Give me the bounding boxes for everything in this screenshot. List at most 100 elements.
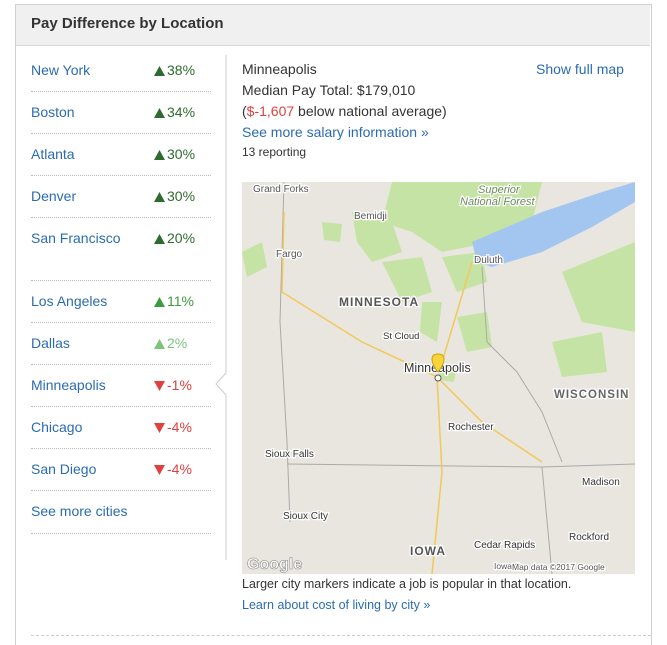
panel-title: Pay Difference by Location [31, 15, 224, 32]
change-value: -1% [167, 377, 192, 393]
map-label: Rochester [448, 422, 494, 433]
city-name[interactable]: New York [31, 62, 91, 78]
map-label: St Cloud [383, 331, 419, 342]
city-change: 11% [154, 291, 194, 312]
bottom-rule [31, 635, 651, 636]
map-label: National Forest [460, 196, 536, 208]
arrow [154, 423, 165, 433]
change-value: 11% [167, 293, 194, 309]
city-name[interactable]: Chicago [31, 419, 83, 435]
arrow [154, 108, 165, 118]
arrow [154, 66, 165, 76]
change-value: 20% [167, 230, 196, 246]
map-label: WISCONSIN [554, 389, 629, 401]
salary-link[interactable]: See more salary information » [242, 124, 429, 140]
city-change: -4% [154, 417, 192, 438]
change-arrow [154, 234, 165, 244]
city-change: 2% [154, 333, 187, 354]
location-pin [431, 353, 445, 373]
change-arrow [154, 423, 165, 433]
panel-header [16, 5, 650, 46]
city-name[interactable]: Atlanta [31, 146, 75, 162]
separator [31, 91, 211, 92]
change-value: 34% [167, 104, 196, 120]
city-change: 20% [154, 228, 195, 249]
detail-city: Minneapolis [242, 61, 317, 77]
map-label: MINNESOTA [339, 295, 419, 309]
arrow [154, 339, 165, 349]
map-label: Cedar Rapids [474, 540, 535, 551]
separator [31, 490, 211, 491]
divider-line [215, 55, 227, 560]
city-name[interactable]: San Francisco [31, 230, 121, 246]
arrow [154, 297, 165, 307]
footer-note: Larger city markers indicate a job is po… [242, 577, 572, 591]
footer-link[interactable]: Learn about cost of living by city » [242, 598, 431, 612]
see-more-link[interactable]: See more cities [31, 503, 128, 519]
change-value: 30% [167, 146, 196, 162]
separator [31, 533, 211, 534]
text: ( [242, 103, 247, 119]
city-name[interactable]: Los Angeles [31, 293, 108, 309]
city-change: 30% [154, 144, 195, 165]
map-logo: Google [247, 556, 302, 573]
change-arrow [154, 150, 165, 160]
separator [31, 133, 211, 134]
city-change: 34% [154, 102, 195, 123]
city-name[interactable]: San Diego [31, 461, 97, 477]
divider [215, 55, 227, 560]
city-dot [434, 374, 442, 382]
map-label: Bemidji [354, 211, 387, 222]
change-arrow [154, 465, 165, 475]
separator [31, 364, 211, 365]
change-value: 30% [167, 188, 196, 204]
lake [472, 182, 635, 267]
city-name[interactable]: Dallas [31, 335, 70, 351]
detail-difference: ($-1,607 below national average) [242, 103, 447, 119]
roads [281, 211, 543, 574]
city-change: -4% [154, 459, 192, 480]
detail-median: Median Pay Total: $179,010 [242, 82, 416, 98]
change-arrow [154, 192, 165, 202]
arrow [154, 465, 165, 475]
city-name[interactable]: Boston [31, 104, 75, 120]
city-change: 38% [154, 60, 195, 81]
panel-border [15, 4, 652, 645]
separator [31, 406, 211, 407]
separator [31, 217, 211, 218]
change-arrow [154, 339, 165, 349]
change-value: -4% [167, 461, 192, 477]
change-value: -4% [167, 419, 192, 435]
arrow [154, 234, 165, 244]
change-arrow [154, 381, 165, 391]
forest [242, 182, 635, 382]
map-label: IOWA [410, 544, 446, 558]
map-label: Sioux City [283, 511, 328, 522]
show-map-link[interactable]: Show full map [536, 61, 624, 77]
change-arrow [154, 66, 165, 76]
map-label: Rockford [569, 532, 609, 543]
map-label: Iowa C [494, 561, 520, 571]
city-change: 30% [154, 186, 195, 207]
map-label: Duluth [474, 255, 503, 266]
map-label: Map data ©2017 Google [512, 562, 605, 572]
arrow [154, 192, 165, 202]
change-arrow [154, 108, 165, 118]
change-value: 2% [167, 335, 188, 351]
change-value: 38% [167, 62, 196, 78]
separator [31, 448, 211, 449]
map-label: Fargo [276, 249, 303, 260]
difference-value: $-1,607 [246, 103, 295, 119]
city-name[interactable]: Denver [31, 188, 77, 204]
text: below national average) [294, 103, 447, 119]
reporting: 13 reporting [242, 145, 307, 159]
arrow [154, 150, 165, 160]
separator [31, 280, 211, 281]
borders [279, 182, 635, 574]
city-change: -1% [154, 375, 192, 396]
separator [31, 175, 211, 176]
separator [31, 322, 211, 323]
city-name[interactable]: Minneapolis [31, 377, 106, 393]
